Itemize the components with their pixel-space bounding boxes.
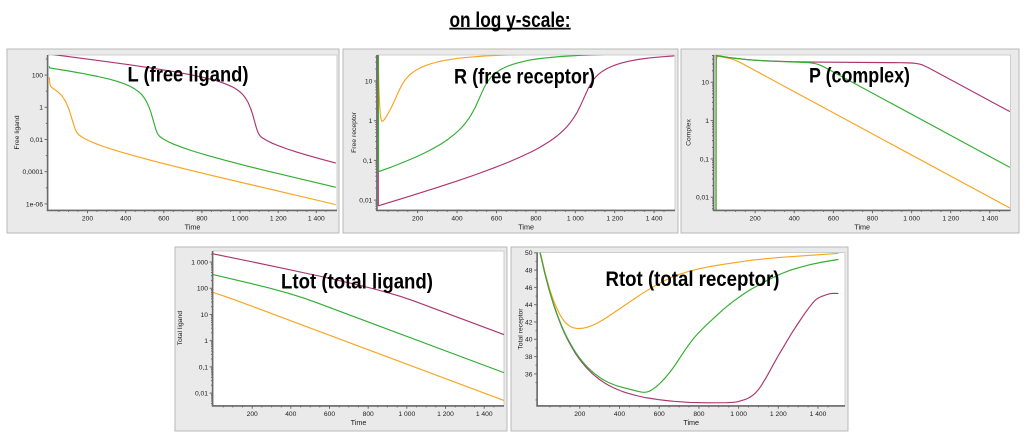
svg-text:1 400: 1 400 <box>476 411 493 418</box>
svg-text:Rtot (total receptor): Rtot (total receptor) <box>606 268 780 291</box>
svg-text:38: 38 <box>525 354 533 361</box>
svg-text:1 200: 1 200 <box>606 215 623 222</box>
svg-text:200: 200 <box>412 215 423 222</box>
svg-text:0,1: 0,1 <box>199 364 209 371</box>
svg-text:800: 800 <box>693 411 704 418</box>
svg-text:Ltot (total ligand): Ltot (total ligand) <box>281 271 433 294</box>
svg-text:600: 600 <box>158 215 169 222</box>
svg-text:1e-06: 1e-06 <box>26 201 43 208</box>
svg-text:1: 1 <box>705 118 709 125</box>
svg-text:0,01: 0,01 <box>195 391 208 398</box>
svg-text:400: 400 <box>451 215 462 222</box>
svg-text:100: 100 <box>197 286 208 293</box>
svg-text:1 200: 1 200 <box>942 215 959 222</box>
svg-text:10: 10 <box>365 78 373 85</box>
svg-text:600: 600 <box>828 215 839 222</box>
svg-text:36: 36 <box>525 371 533 378</box>
svg-text:200: 200 <box>574 411 585 418</box>
svg-text:200: 200 <box>247 411 258 418</box>
svg-text:0,0001: 0,0001 <box>23 169 44 176</box>
svg-text:800: 800 <box>530 215 541 222</box>
svg-text:800: 800 <box>363 411 374 418</box>
svg-text:1: 1 <box>204 338 208 345</box>
svg-text:L (free ligand): L (free ligand) <box>128 64 249 87</box>
svg-text:1 400: 1 400 <box>981 215 998 222</box>
svg-text:400: 400 <box>789 215 800 222</box>
svg-text:0,1: 0,1 <box>700 156 710 163</box>
svg-text:Time: Time <box>351 418 367 427</box>
svg-text:800: 800 <box>867 215 878 222</box>
svg-text:Time: Time <box>854 223 870 232</box>
svg-text:400: 400 <box>614 411 625 418</box>
svg-text:1 200: 1 200 <box>437 411 454 418</box>
svg-text:600: 600 <box>324 411 335 418</box>
svg-text:Total ligand: Total ligand <box>177 311 184 346</box>
svg-text:Total receptor: Total receptor <box>518 308 525 350</box>
svg-text:1: 1 <box>39 105 43 112</box>
svg-text:0,1: 0,1 <box>363 158 373 165</box>
svg-text:Time: Time <box>185 223 201 232</box>
svg-text:100: 100 <box>32 73 43 80</box>
svg-text:48: 48 <box>525 268 533 275</box>
svg-text:10: 10 <box>201 312 209 319</box>
svg-text:1 400: 1 400 <box>646 215 663 222</box>
svg-text:400: 400 <box>120 215 131 222</box>
svg-text:R (free receptor): R (free receptor) <box>454 66 595 89</box>
svg-text:400: 400 <box>285 411 296 418</box>
svg-text:0,01: 0,01 <box>30 137 43 144</box>
svg-text:1 000: 1 000 <box>903 215 920 222</box>
svg-text:1 200: 1 200 <box>270 215 287 222</box>
svg-text:1 000: 1 000 <box>730 411 747 418</box>
svg-text:1 400: 1 400 <box>308 215 325 222</box>
svg-text:Free receptor: Free receptor <box>351 111 358 153</box>
svg-text:10: 10 <box>702 80 710 87</box>
svg-text:40: 40 <box>525 337 533 344</box>
svg-text:Time: Time <box>683 418 699 427</box>
svg-text:200: 200 <box>750 215 761 222</box>
svg-text:on log y-scale:: on log y-scale: <box>450 9 571 32</box>
svg-text:1: 1 <box>369 118 373 125</box>
svg-text:Free ligand: Free ligand <box>14 115 21 149</box>
svg-text:50: 50 <box>525 250 533 257</box>
svg-text:46: 46 <box>525 285 533 292</box>
svg-text:600: 600 <box>654 411 665 418</box>
svg-text:Time: Time <box>518 223 534 232</box>
svg-text:P (complex): P (complex) <box>809 65 910 88</box>
svg-text:Complex: Complex <box>686 118 693 145</box>
svg-text:1 200: 1 200 <box>770 411 787 418</box>
svg-text:44: 44 <box>525 302 533 309</box>
svg-text:1 400: 1 400 <box>810 411 827 418</box>
svg-text:600: 600 <box>491 215 502 222</box>
svg-text:1 000: 1 000 <box>398 411 415 418</box>
svg-text:800: 800 <box>196 215 207 222</box>
svg-text:1 000: 1 000 <box>232 215 249 222</box>
svg-text:1 000: 1 000 <box>567 215 584 222</box>
svg-text:200: 200 <box>82 215 93 222</box>
svg-text:1 000: 1 000 <box>191 260 208 267</box>
svg-text:0,01: 0,01 <box>696 195 709 202</box>
svg-text:0,01: 0,01 <box>359 198 372 205</box>
svg-text:42: 42 <box>525 319 533 326</box>
